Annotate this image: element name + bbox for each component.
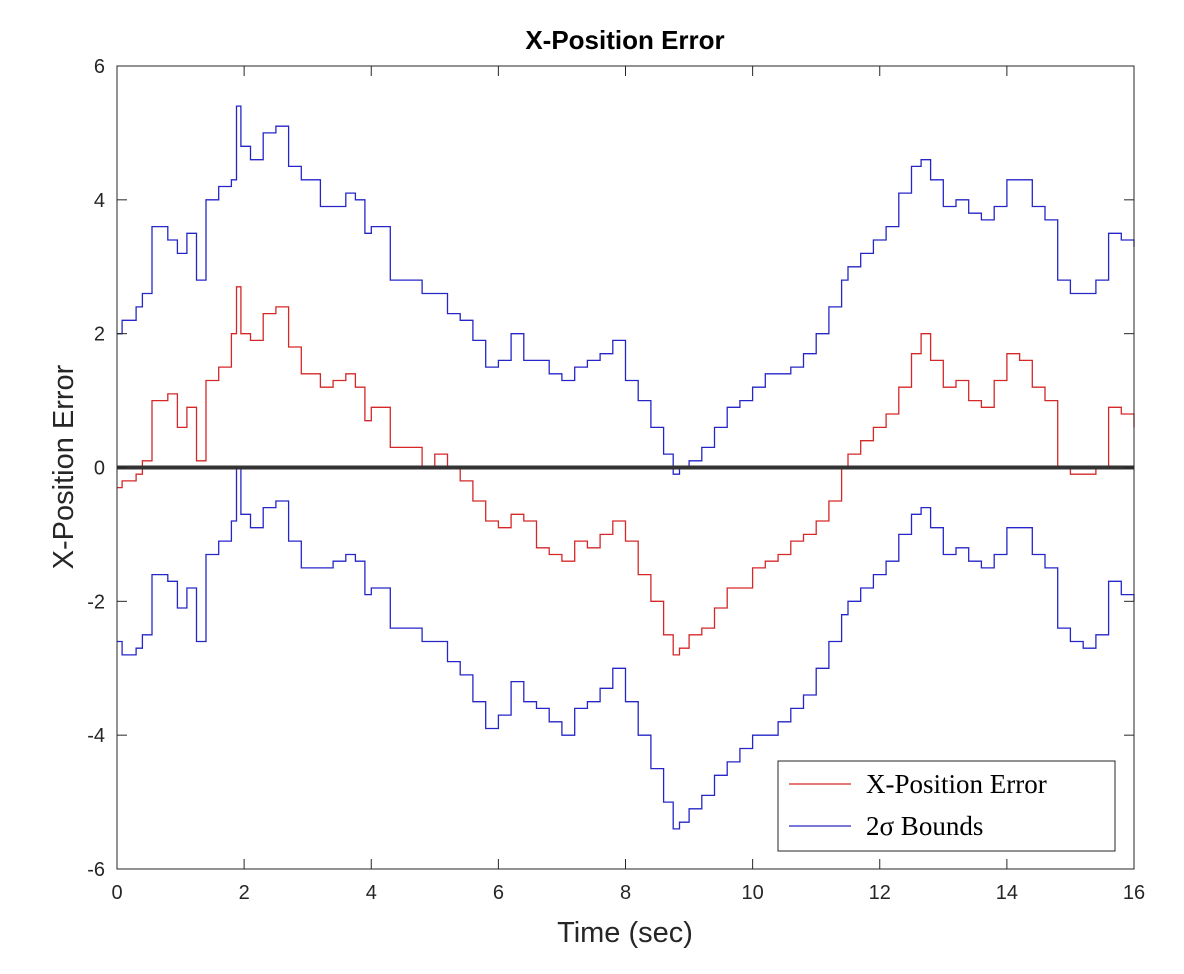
series-line-2sigma-bounds-1 <box>117 105 1135 475</box>
y-tick-label: 4 <box>94 190 105 212</box>
y-tick-label: 0 <box>94 458 105 480</box>
x-tick-label: 8 <box>620 882 631 904</box>
x-tick-label: 6 <box>493 882 504 904</box>
x-tick-label: 14 <box>996 882 1018 904</box>
x-tick-label: 2 <box>239 882 250 904</box>
series-layer <box>117 105 1135 830</box>
y-tick-label: -2 <box>87 591 105 613</box>
series-line-2sigma-bounds-2 <box>117 466 1135 830</box>
y-tick-label: -6 <box>87 859 105 881</box>
legend-box <box>777 760 1116 852</box>
legend: X-Position Error 2σ Bounds <box>777 760 1116 852</box>
x-tick-label: 12 <box>869 882 891 904</box>
legend-label-x-position-error: X-Position Error <box>866 769 1047 799</box>
x-tick-label: 4 <box>366 882 377 904</box>
y-tick-label: 6 <box>94 56 105 78</box>
y-axis-label: X-Position Error <box>48 364 80 569</box>
x-tick-label: 10 <box>742 882 764 904</box>
x-axis-label: Time (sec) <box>557 917 693 949</box>
x-tick-label: 0 <box>111 882 122 904</box>
y-tick-label: -4 <box>87 725 105 747</box>
axes-layer: 0 2 4 6 8 10 12 14 16 -6 -4 -2 0 2 4 6 <box>87 56 1145 904</box>
chart-title: X-Position Error <box>525 25 724 55</box>
y-tick-label: 2 <box>94 324 105 346</box>
x-tick-label: 16 <box>1123 882 1145 904</box>
legend-label-2sigma-bounds: 2σ Bounds <box>866 811 983 841</box>
series-line-x-position-error-0 <box>117 286 1135 656</box>
